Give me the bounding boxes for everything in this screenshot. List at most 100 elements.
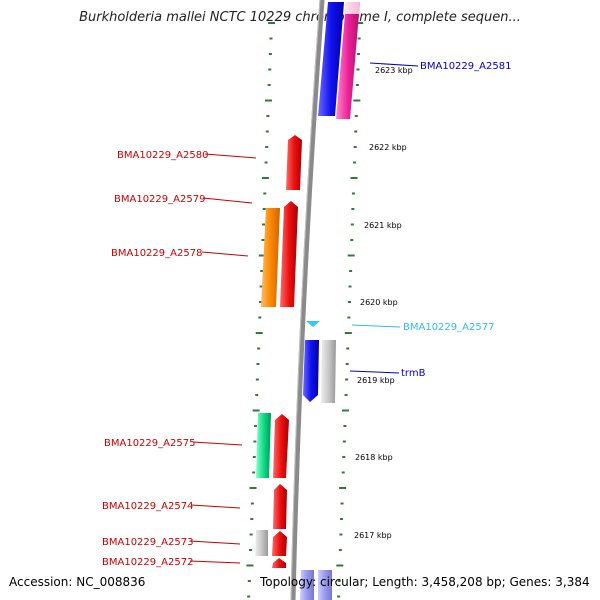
gene-blue-bottom-1[interactable] xyxy=(300,570,314,600)
tick-mark xyxy=(255,378,259,381)
tick-mark xyxy=(266,115,270,117)
tick-mark xyxy=(253,440,257,443)
tick-mark xyxy=(264,161,268,164)
gene-label[interactable]: BMA10229_A2579 xyxy=(114,194,205,205)
tick-mark xyxy=(265,130,269,133)
tick-mark xyxy=(269,37,273,40)
tick-mark xyxy=(247,595,251,598)
tick-mark xyxy=(351,208,355,210)
tick-label: 2622 kbp xyxy=(369,143,407,152)
gene-bma10229-a2573[interactable] xyxy=(272,531,287,556)
tick-mark xyxy=(255,394,259,396)
tick-mark xyxy=(357,53,361,55)
tick-mark xyxy=(350,239,354,241)
gene-label[interactable]: BMA10229_A2580 xyxy=(117,150,208,161)
accession-text: Accession: NC_008836 xyxy=(9,575,146,589)
tick-mark xyxy=(349,270,353,272)
tick-mark xyxy=(258,301,262,303)
map-title: Burkholderia mallei NCTC 10229 chromosom… xyxy=(79,10,521,25)
gene-bma10229-a2577[interactable] xyxy=(306,321,320,327)
gene-bma10229-a2574[interactable] xyxy=(273,484,287,529)
gene-label[interactable]: BMA10229_A2581 xyxy=(420,61,511,72)
gene-bma10229-a2572[interactable] xyxy=(272,558,286,568)
tick-mark xyxy=(338,549,342,551)
gene-label[interactable]: BMA10229_A2578 xyxy=(111,248,202,259)
tick-mark xyxy=(344,394,348,396)
tick-mark xyxy=(255,332,263,334)
gene-bma10229-a2575[interactable] xyxy=(273,414,289,478)
gene-bma10229-a2580[interactable] xyxy=(286,135,302,190)
tick-mark xyxy=(354,130,358,133)
tick-mark xyxy=(258,254,266,257)
gene-gray-1[interactable] xyxy=(321,340,336,403)
tick-mark xyxy=(339,533,343,536)
tick-mark xyxy=(353,99,361,102)
tick-mark xyxy=(353,146,357,148)
gene-bma10229-a2579[interactable] xyxy=(280,201,298,307)
tick-mark xyxy=(257,347,261,350)
tick-mark xyxy=(249,533,253,536)
gene-trmb[interactable] xyxy=(303,340,319,402)
gene-labels: BMA10229_A2581 BMA10229_A2580 BMA10229_A… xyxy=(102,61,511,568)
tick-label: 2621 kbp xyxy=(364,221,402,230)
tick-mark xyxy=(350,177,358,179)
tick-mark xyxy=(256,363,260,365)
tick-mark xyxy=(347,254,355,257)
tick-mark xyxy=(250,518,254,520)
tick-mark xyxy=(246,564,254,567)
tick-mark xyxy=(348,285,352,288)
gene-bma10229-a2578[interactable] xyxy=(261,208,280,307)
tick-mark xyxy=(337,595,341,598)
gene-pink-light xyxy=(345,2,360,14)
tick-mark xyxy=(249,549,253,551)
tick-mark xyxy=(354,115,358,117)
tick-mark xyxy=(265,99,273,102)
tick-mark xyxy=(345,378,349,381)
tick-mark xyxy=(353,161,357,164)
tick-mark xyxy=(336,564,344,567)
tick-mark xyxy=(340,502,344,505)
tick-mark xyxy=(260,270,264,272)
gene-blocks xyxy=(255,2,360,600)
tick-mark xyxy=(341,471,345,474)
tick-mark xyxy=(340,518,344,520)
tick-mark xyxy=(252,456,256,458)
gene-label[interactable]: BMA10229_A2575 xyxy=(104,438,195,449)
tick-dots xyxy=(246,22,364,598)
tick-mark xyxy=(339,487,347,489)
tick-mark xyxy=(356,22,364,24)
gene-label[interactable]: BMA10229_A2573 xyxy=(102,537,193,548)
leader-lines xyxy=(189,62,419,564)
gene-label[interactable]: BMA10229_A2572 xyxy=(102,557,193,568)
tick-mark xyxy=(252,471,256,474)
gene-blue-bottom-2[interactable] xyxy=(318,570,332,600)
tick-mark xyxy=(342,440,346,443)
tick-mark xyxy=(344,332,352,334)
gene-gray-2[interactable] xyxy=(255,530,268,556)
tick-mark xyxy=(342,456,346,458)
tick-mark xyxy=(262,208,266,210)
gene-label[interactable]: BMA10229_A2574 xyxy=(102,501,193,512)
tick-mark xyxy=(343,425,347,427)
tick-mark xyxy=(247,580,251,582)
gene-bma10229-a2581[interactable] xyxy=(318,2,344,116)
tick-mark xyxy=(356,68,360,71)
tick-mark xyxy=(249,487,257,489)
tick-mark xyxy=(345,363,349,365)
tick-mark xyxy=(252,409,260,412)
gene-label[interactable]: BMA10229_A2577 xyxy=(403,322,494,333)
tick-mark xyxy=(258,316,262,319)
tick-label: 2623 kbp xyxy=(375,66,413,75)
tick-mark xyxy=(346,347,350,350)
tick-mark xyxy=(261,239,265,241)
tick-label: 2619 kbp xyxy=(357,376,395,385)
tick-mark xyxy=(268,22,276,24)
gene-teal[interactable] xyxy=(256,413,271,478)
tick-mark xyxy=(337,580,341,582)
tick-mark xyxy=(261,177,269,179)
gene-pink[interactable] xyxy=(336,2,360,119)
tick-mark xyxy=(268,53,272,55)
gene-label[interactable]: trmB xyxy=(401,368,426,379)
tick-mark xyxy=(267,84,271,86)
